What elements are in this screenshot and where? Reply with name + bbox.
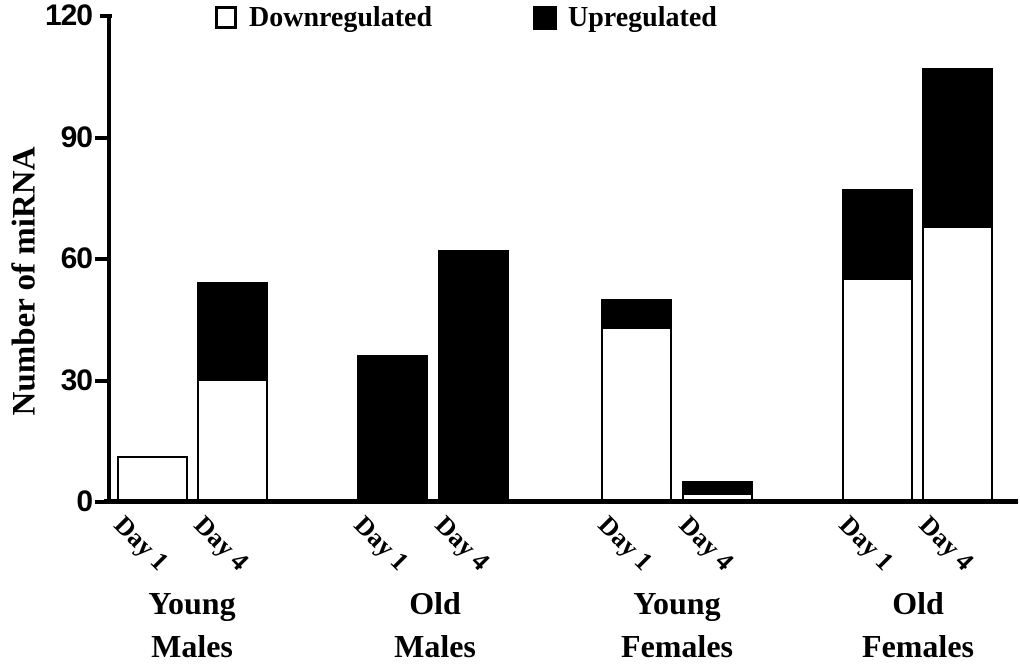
x-tick-label-day: Day 1 [592, 510, 659, 576]
stacked-bar [438, 249, 509, 501]
group-label-line: Females [862, 628, 974, 664]
y-tick-label: 60 [60, 242, 93, 275]
bar-segment-downregulated [922, 225, 993, 501]
y-tick-mark [100, 14, 112, 18]
group-label-line: Males [394, 628, 476, 664]
y-tick-mark [95, 500, 107, 504]
x-tick-label-day: Day 4 [913, 510, 980, 576]
group-label-line: Females [621, 628, 733, 664]
upregulated-swatch-icon [533, 6, 557, 30]
bar-segment-downregulated [682, 492, 753, 501]
x-tick-label-day: Day 1 [348, 510, 415, 576]
y-tick-label: 30 [60, 363, 93, 397]
x-tick-label-day: Day 1 [833, 510, 900, 576]
bar-segment-upregulated [922, 67, 993, 226]
y-tick-mark [95, 135, 107, 140]
stacked-bar [357, 355, 428, 501]
group-label-line: Males [151, 628, 233, 664]
stacked-bar [197, 282, 268, 501]
group-label: Young Females [527, 582, 827, 665]
group-label: Old Females [768, 582, 1020, 665]
y-tick-label: 0 [76, 485, 93, 518]
bar-segment-upregulated [438, 249, 509, 501]
bar-segment-upregulated [842, 189, 913, 279]
stacked-bar [922, 67, 993, 501]
x-tick-label-day: Day 4 [188, 510, 255, 576]
group-label-line: Old [892, 585, 944, 621]
group-label-line: Young [633, 585, 721, 621]
bar-segment-downregulated [117, 456, 188, 501]
x-axis-line [104, 499, 1018, 504]
bar-segment-downregulated [601, 326, 672, 501]
stacked-bar [842, 189, 913, 501]
x-tick-label-day: Day 1 [108, 510, 175, 576]
bar-segment-upregulated [197, 282, 268, 380]
x-tick-label-day: Day 4 [429, 510, 496, 576]
stacked-bar [601, 298, 672, 502]
y-tick-label: 90 [60, 120, 93, 154]
x-tick-label-day: Day 4 [673, 510, 740, 576]
downregulated-swatch-icon [215, 6, 237, 29]
y-tick-label: 120 [44, 0, 93, 32]
bar-segment-upregulated [682, 480, 753, 493]
bar-segment-downregulated [842, 278, 913, 501]
bar-segment-upregulated [357, 355, 428, 501]
y-axis-line [107, 14, 111, 504]
legend-label-upregulated: Upregulated [568, 2, 717, 33]
stacked-bar [117, 456, 188, 501]
group-label-line: Young [148, 585, 236, 621]
group-label: Young Males [42, 582, 342, 665]
bar-segment-upregulated [601, 298, 672, 327]
group-label: Old Males [285, 582, 585, 665]
bar-segment-downregulated [197, 379, 268, 501]
y-tick-mark [95, 378, 107, 383]
stacked-bar [682, 480, 753, 501]
group-label-line: Old [409, 585, 461, 621]
legend-label-downregulated: Downregulated [249, 2, 433, 33]
y-tick-mark [95, 257, 107, 261]
